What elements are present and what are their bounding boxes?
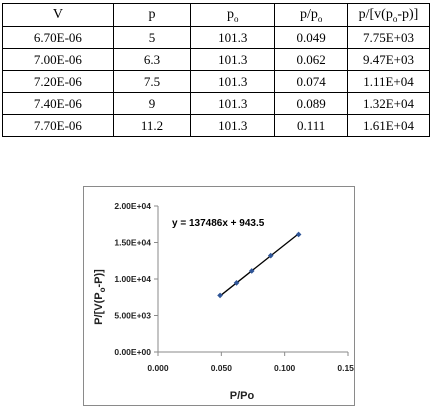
bet-plot: 0.00E+00 5.00E+03 1.00E+04 1.50E+04 2.00E+04… <box>93 201 354 402</box>
data-point <box>248 268 255 274</box>
cell-bet: 1.32E+04 <box>346 92 430 115</box>
header-p0: po <box>190 3 276 27</box>
cell-ratio: 0.062 <box>274 48 348 71</box>
header-bet-pre: p/[v(p <box>358 6 393 22</box>
chart-area: 0.00E+00 5.00E+03 1.00E+04 1.50E+04 2.00E+04… <box>83 186 355 406</box>
header-p0-text: p <box>226 6 234 22</box>
cell-ratio: 0.074 <box>274 70 348 93</box>
header-ratio-sub: o <box>317 13 323 24</box>
cell-p0: 101.3 <box>190 48 276 71</box>
y-axis-title-sub: o <box>98 287 107 292</box>
header-bet: p/[v(po-p)] <box>346 3 430 27</box>
header-bet-sub: o <box>392 13 398 24</box>
cell-v: 7.70E-06 <box>2 114 114 137</box>
header-ratio-text: p/p <box>299 6 318 22</box>
trendline <box>219 233 300 297</box>
header-p: p <box>112 3 192 27</box>
table-row: 7.40E-06 9 101.3 0.089 1.32E+04 <box>2 92 430 115</box>
y-tick-label: 2.00E+04 <box>114 201 151 211</box>
cell-ratio: 0.111 <box>274 114 348 137</box>
y-axis-title-post: -P)] <box>93 269 105 288</box>
y-tick-label: 1.00E+04 <box>114 274 151 284</box>
y-tick-label: 5.00E+03 <box>114 311 151 321</box>
cell-bet: 1.11E+04 <box>346 70 430 93</box>
x-tick-label: 0.000 <box>147 363 169 373</box>
cell-p0: 101.3 <box>190 114 276 137</box>
data-point <box>295 231 302 238</box>
table-row: 7.70E-06 11.2 101.3 0.111 1.61E+04 <box>2 114 430 137</box>
cell-p0: 101.3 <box>190 26 276 49</box>
cell-v: 7.20E-06 <box>2 70 114 93</box>
x-ticks: 0.000 0.050 0.100 0.150 <box>147 352 354 373</box>
cell-ratio: 0.089 <box>274 92 348 115</box>
cell-p0: 101.3 <box>190 92 276 115</box>
data-points <box>217 231 302 299</box>
cell-p: 6.3 <box>112 48 192 71</box>
data-table: V p po p/po p/[v(po-p)] 6.70E-06 5 101.3… <box>2 3 430 137</box>
data-table-container: V p po p/po p/[v(po-p)] 6.70E-06 5 101.3… <box>2 3 430 137</box>
header-bet-post: -p)] <box>397 6 419 22</box>
y-axis-title: P/[V(Po-P)] <box>93 269 107 325</box>
cell-v: 7.00E-06 <box>2 48 114 71</box>
cell-p: 11.2 <box>112 114 192 137</box>
x-tick-label: 0.050 <box>211 363 233 373</box>
cell-p: 5 <box>112 26 192 49</box>
x-tick-label: 0.150 <box>337 363 354 373</box>
x-tick-label: 0.100 <box>274 363 296 373</box>
y-tick-label: 1.50E+04 <box>114 238 151 248</box>
cell-bet: 9.47E+03 <box>346 48 430 71</box>
header-v: V <box>2 3 114 27</box>
data-point <box>267 252 274 259</box>
y-axis-title-pre: P/[V(P <box>93 292 105 324</box>
cell-bet: 7.75E+03 <box>346 26 430 49</box>
y-ticks: 0.00E+00 5.00E+03 1.00E+04 1.50E+04 2.00E+04 <box>114 201 158 357</box>
data-point <box>217 292 223 299</box>
cell-p: 9 <box>112 92 192 115</box>
header-p-text: p <box>148 7 156 22</box>
cell-v: 6.70E-06 <box>2 26 114 49</box>
table-row: 6.70E-06 5 101.3 0.049 7.75E+03 <box>2 26 430 49</box>
trendline-equation: y = 137486x + 943.5 <box>172 218 265 229</box>
x-axis-title: P/Po <box>230 390 255 402</box>
cell-v: 7.40E-06 <box>2 92 114 115</box>
header-p-ratio: p/po <box>274 3 348 27</box>
header-p0-sub: o <box>233 13 239 24</box>
table-header-row: V p po p/po p/[v(po-p)] <box>2 3 430 27</box>
cell-bet: 1.61E+04 <box>346 114 430 137</box>
table-row: 7.00E-06 6.3 101.3 0.062 9.47E+03 <box>2 48 430 71</box>
cell-ratio: 0.049 <box>274 26 348 49</box>
y-tick-label: 0.00E+00 <box>114 347 151 357</box>
table-row: 7.20E-06 7.5 101.3 0.074 1.11E+04 <box>2 70 430 93</box>
data-point <box>233 280 240 286</box>
cell-p0: 101.3 <box>190 70 276 93</box>
cell-p: 7.5 <box>112 70 192 93</box>
header-v-text: V <box>52 7 63 22</box>
trendline-group <box>219 233 300 297</box>
